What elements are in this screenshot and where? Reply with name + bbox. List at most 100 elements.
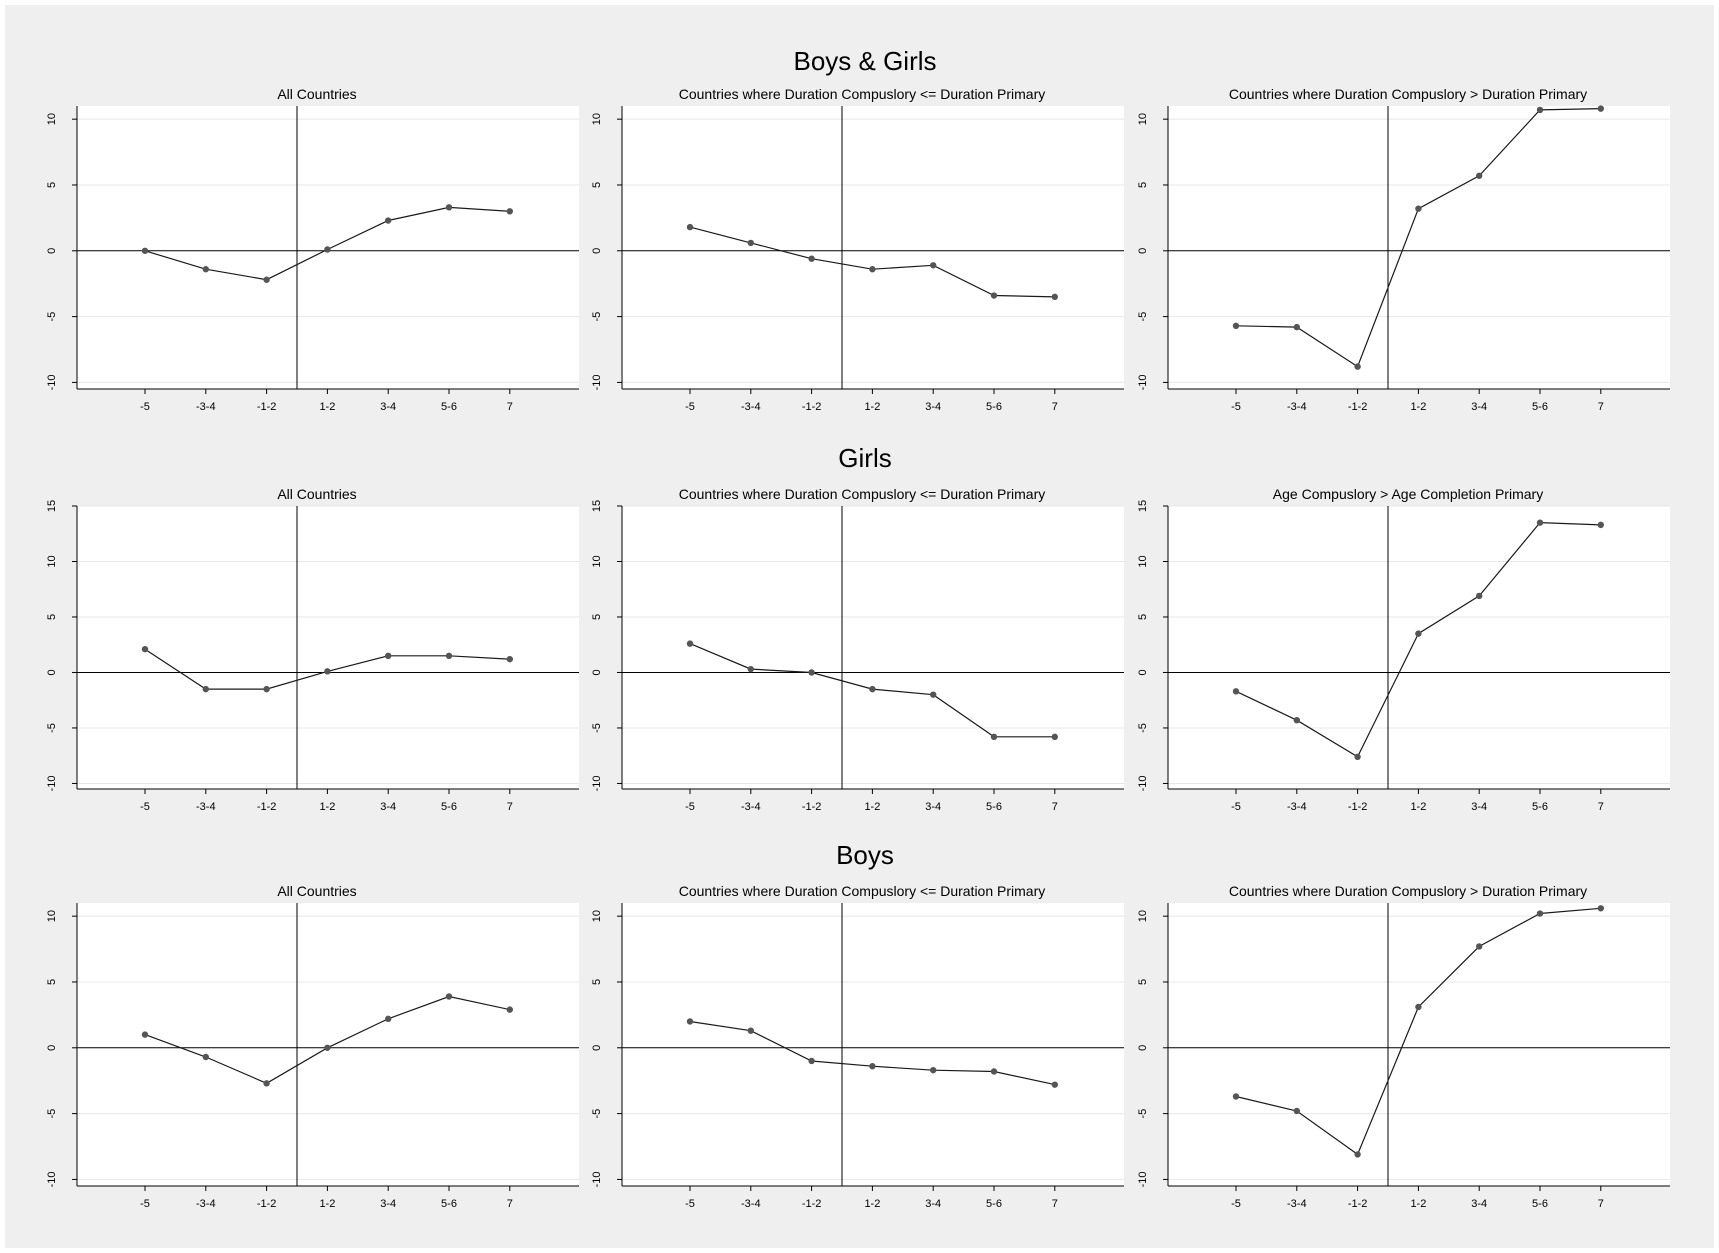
- data-point: [141, 645, 149, 653]
- data-point: [1232, 322, 1240, 330]
- x-tick-label: 3-4: [380, 401, 396, 413]
- data-point: [141, 247, 149, 254]
- data-point: [1536, 910, 1544, 917]
- x-tick-label: -5: [1231, 1198, 1241, 1210]
- x-tick-label: 7: [1598, 401, 1604, 413]
- panel-8: Countries where Duration Compuslory <= D…: [591, 883, 1124, 1210]
- x-tick-label: 7: [1052, 401, 1058, 413]
- data-point: [747, 1027, 754, 1034]
- x-tick-label: 7: [1598, 1198, 1604, 1210]
- panel-title: All Countries: [277, 883, 356, 899]
- x-tick-label: -3-4: [1287, 401, 1307, 413]
- plot-area: [622, 506, 1124, 789]
- data-point: [445, 993, 453, 1000]
- data-point: [990, 292, 998, 299]
- x-tick-label: 3-4: [380, 801, 396, 813]
- panel-title: All Countries: [277, 486, 356, 502]
- x-tick-label: -5: [140, 801, 150, 813]
- data-point: [1354, 1151, 1361, 1158]
- x-tick-label: -1-2: [257, 801, 277, 813]
- x-tick-label: 7: [507, 1198, 513, 1210]
- panel-title: Countries where Duration Compuslory > Du…: [1229, 883, 1587, 899]
- y-tick-label: 10: [1137, 113, 1149, 125]
- y-tick-label: -10: [1137, 374, 1149, 390]
- data-point: [1354, 363, 1361, 370]
- x-tick-label: 1-2: [1410, 401, 1426, 413]
- y-tick-label: -10: [46, 775, 58, 791]
- data-point: [1051, 1081, 1059, 1088]
- data-point: [1415, 1003, 1422, 1011]
- x-tick-label: 3-4: [1471, 1198, 1487, 1210]
- data-point: [506, 208, 513, 215]
- data-point: [686, 640, 694, 647]
- x-tick-label: -3-4: [1287, 1198, 1307, 1210]
- data-point: [869, 1063, 876, 1070]
- panel-3: Countries where Duration Compuslory > Du…: [1137, 86, 1670, 413]
- data-point: [869, 266, 876, 273]
- data-point: [1051, 733, 1059, 741]
- data-point: [445, 652, 453, 660]
- x-tick-label: -5: [685, 801, 695, 813]
- x-tick-label: 7: [507, 801, 513, 813]
- panel-7: All Countries -10 -5 0 5 10 -5 -3-4 -1-2 1-2 3-4 5-…: [46, 883, 579, 1210]
- x-tick-label: -1-2: [802, 801, 822, 813]
- data-point: [202, 685, 209, 693]
- y-tick-label: 0: [1137, 669, 1149, 675]
- data-point: [1232, 1093, 1240, 1100]
- plot-area: [1168, 106, 1670, 389]
- y-tick-label: 0: [1137, 248, 1149, 254]
- y-tick-label: 5: [46, 979, 58, 985]
- x-tick-label: -5: [140, 401, 150, 413]
- data-point: [1476, 943, 1483, 950]
- x-tick-label: 5-6: [986, 801, 1002, 813]
- data-point: [385, 1015, 392, 1023]
- y-tick-label: -10: [46, 1171, 58, 1187]
- x-tick-label: -1-2: [257, 401, 277, 413]
- x-tick-label: -3-4: [1287, 801, 1307, 813]
- x-tick-label: -3-4: [741, 401, 761, 413]
- y-tick-label: 15: [591, 500, 603, 512]
- y-tick-label: 10: [1137, 910, 1149, 922]
- x-tick-label: 1-2: [319, 1198, 335, 1210]
- data-point: [1536, 106, 1544, 114]
- x-tick-label: 7: [1052, 1198, 1058, 1210]
- panel-4: All Countries -10 -5 0 5 10 15 -5 -3-4 -1-2 1-2 3-4…: [46, 486, 579, 813]
- y-tick-label: 10: [46, 910, 58, 922]
- panel-title: Countries where Duration Compuslory > Du…: [1229, 86, 1587, 102]
- data-point: [445, 204, 453, 211]
- panel-5: Countries where Duration Compuslory <= D…: [591, 486, 1124, 813]
- x-tick-label: 5-6: [1532, 801, 1548, 813]
- x-tick-label: 1-2: [1410, 1198, 1426, 1210]
- y-tick-label: 0: [46, 1045, 58, 1051]
- data-point: [506, 1006, 513, 1013]
- data-point: [808, 1057, 815, 1065]
- data-point: [1597, 105, 1605, 112]
- data-point: [202, 1053, 209, 1061]
- x-tick-label: -5: [1231, 401, 1241, 413]
- x-tick-label: -3-4: [196, 1198, 216, 1210]
- data-point: [1051, 293, 1059, 301]
- data-point: [686, 223, 694, 231]
- data-point: [808, 669, 815, 676]
- x-tick-label: -1-2: [257, 1198, 277, 1210]
- x-tick-label: 7: [507, 401, 513, 413]
- x-tick-label: 5-6: [1532, 401, 1548, 413]
- plot-area: [1168, 506, 1670, 789]
- y-tick-label: -5: [46, 1109, 58, 1119]
- x-tick-label: 1-2: [1410, 801, 1426, 813]
- x-tick-label: -1-2: [802, 401, 822, 413]
- x-tick-label: -5: [1231, 801, 1241, 813]
- x-tick-label: 7: [1598, 801, 1604, 813]
- data-point: [324, 246, 331, 253]
- panel-title: Age Compuslory > Age Completion Primary: [1273, 486, 1543, 502]
- x-tick-label: -5: [685, 1198, 695, 1210]
- y-tick-label: -5: [1137, 723, 1149, 733]
- y-tick-label: 0: [591, 1045, 603, 1051]
- x-tick-label: 3-4: [925, 401, 941, 413]
- y-tick-label: -10: [591, 1171, 603, 1187]
- panel-title: Countries where Duration Compuslory <= D…: [679, 486, 1045, 502]
- data-point: [1536, 519, 1544, 526]
- y-tick-label: 5: [1137, 614, 1149, 620]
- data-point: [1597, 905, 1605, 912]
